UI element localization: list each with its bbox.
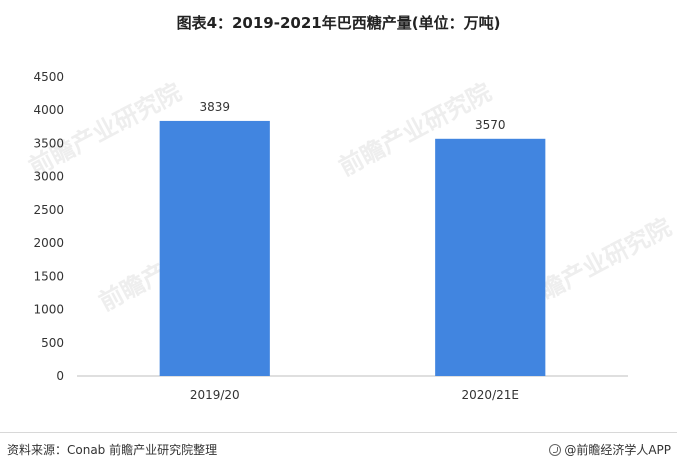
y-tick-label: 3000 [33,170,64,184]
credit: @前瞻经济学人APP [549,441,671,458]
x-tick-label: 2019/20 [190,388,240,402]
y-tick-label: 3500 [33,136,64,150]
app-logo-icon [549,443,562,456]
y-tick-label: 4000 [33,103,64,117]
data-label: 3839 [199,100,230,114]
data-label: 3570 [475,118,506,132]
y-tick-label: 1000 [33,303,64,317]
x-tick-label: 2020/21E [462,388,519,402]
y-axis: 0 500 1000 1500 2000 2500 3000 3500 4000 4500 [33,70,64,383]
bar [159,120,270,377]
y-tick-label: 4500 [33,70,64,84]
chart-title: 图表4：2019-2021年巴西糖产量(单位：万吨) [176,14,501,32]
y-tick-label: 0 [56,369,64,383]
source-note: 资料来源：Conab 前瞻产业研究院整理 [7,443,218,457]
y-tick-label: 500 [41,336,64,350]
bar [435,138,546,376]
credit-label: @前瞻经济学人APP [564,443,671,457]
footer: 资料来源：Conab 前瞻产业研究院整理 @前瞻经济学人APP [0,432,677,468]
bars: 3839 3570 [159,100,546,377]
y-tick-label: 2500 [33,203,64,217]
y-tick-label: 1500 [33,269,64,283]
y-tick-label: 2000 [33,236,64,250]
x-axis: 2019/20 2020/21E [190,388,519,402]
bar-chart: 0 500 1000 1500 2000 2500 3000 3500 4000 4500 383… [33,70,628,402]
